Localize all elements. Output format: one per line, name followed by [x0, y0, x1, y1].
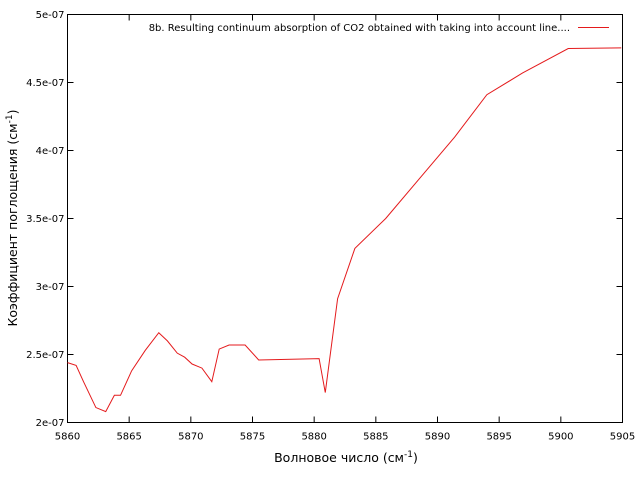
x-tick-label: 5900 — [548, 432, 573, 443]
y-axis-title-superscript: -1 — [5, 114, 15, 123]
x-axis-title-end: ) — [413, 450, 418, 465]
x-tick-label: 5880 — [301, 432, 326, 443]
y-tick-label: 4.5e-07 — [26, 78, 64, 89]
y-tick-label: 4e-07 — [36, 146, 65, 157]
y-tick-label: 3e-07 — [36, 282, 65, 293]
x-tick-label: 5875 — [240, 432, 265, 443]
y-axis-title: Коэффициент поглощения (см-1) — [5, 110, 20, 327]
legend: 8b. Resulting continuum absorption of CO… — [149, 23, 609, 34]
x-tick-label: 5865 — [116, 432, 141, 443]
x-axis-title: Волновое число (см-1) — [274, 450, 418, 465]
x-tick-label: 5870 — [178, 432, 203, 443]
x-tick-label: 5885 — [363, 432, 388, 443]
x-tick-label: 5895 — [486, 432, 511, 443]
legend-label: 8b. Resulting continuum absorption of CO… — [149, 23, 570, 34]
series-line — [67, 47, 622, 413]
y-tick-label: 2.5e-07 — [26, 350, 64, 361]
y-tick-label: 5e-07 — [36, 10, 65, 21]
plot-frame — [67, 14, 623, 423]
x-tick-label: 5860 — [55, 432, 80, 443]
x-tick-label: 5890 — [425, 432, 450, 443]
y-axis-title-end: ) — [5, 110, 20, 115]
y-axis-title-main: Коэффициент поглощения (см — [5, 123, 20, 326]
y-tick-label: 3.5e-07 — [26, 214, 64, 225]
axis-tick-labels: 5860 5865 5870 5875 5880 5885 5890 5895 5900 5905… — [26, 10, 635, 443]
axis-ticks — [67, 14, 623, 423]
y-tick-label: 2e-07 — [36, 418, 65, 429]
series-layer — [67, 47, 622, 413]
x-axis-title-main: Волновое число (см — [274, 450, 404, 465]
x-axis-title-superscript: -1 — [404, 450, 413, 460]
x-tick-label: 5905 — [610, 432, 635, 443]
